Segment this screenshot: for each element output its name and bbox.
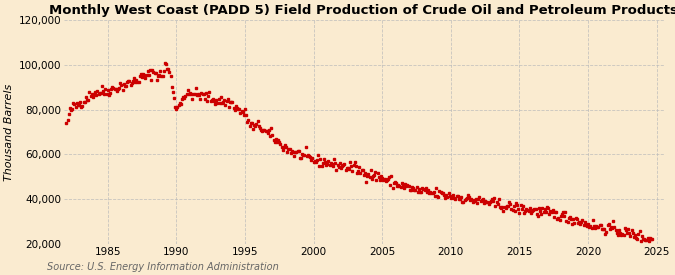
Text: Source: U.S. Energy Information Administration: Source: U.S. Energy Information Administ… — [47, 262, 279, 272]
Title: Monthly West Coast (PADD 5) Field Production of Crude Oil and Petroleum Products: Monthly West Coast (PADD 5) Field Produc… — [49, 4, 675, 17]
Y-axis label: Thousand Barrels: Thousand Barrels — [4, 83, 14, 181]
